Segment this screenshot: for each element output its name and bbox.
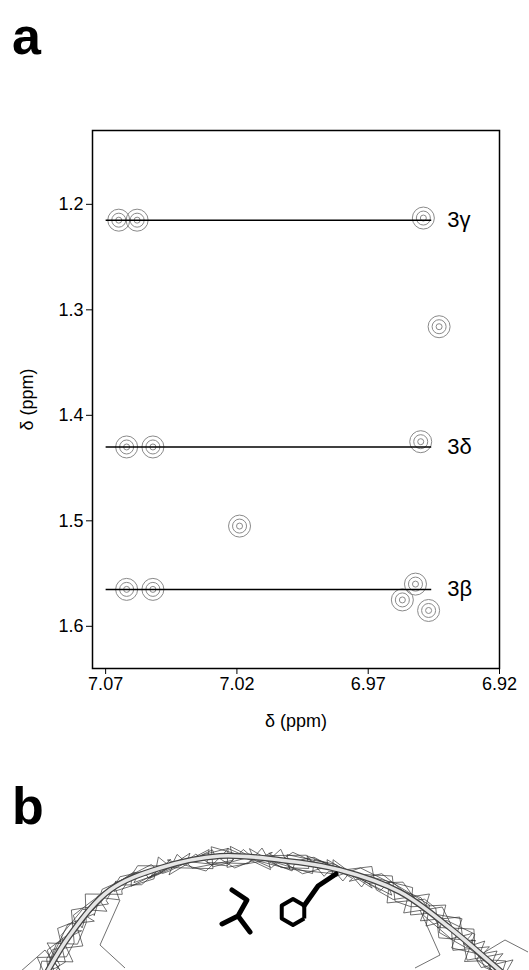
svg-text:6.97: 6.97 [351,674,386,694]
svg-text:3β: 3β [447,576,472,601]
svg-text:3δ: 3δ [447,434,471,459]
svg-text:3γ: 3γ [447,207,470,232]
svg-text:1.6: 1.6 [58,616,83,636]
html-text:b: b [12,777,44,835]
svg-text:7.07: 7.07 [88,674,123,694]
svg-text:δ (ppm): δ (ppm) [17,368,37,430]
svg-text:δ (ppm): δ (ppm) [265,711,327,731]
svg-text:1.3: 1.3 [58,300,83,320]
svg-text:1.2: 1.2 [58,194,83,214]
svg-text:1.5: 1.5 [58,511,83,531]
svg-text:7.02: 7.02 [219,674,254,694]
svg-text:6.92: 6.92 [482,674,517,694]
svg-text:1.4: 1.4 [58,405,83,425]
html-text:a: a [12,7,41,65]
